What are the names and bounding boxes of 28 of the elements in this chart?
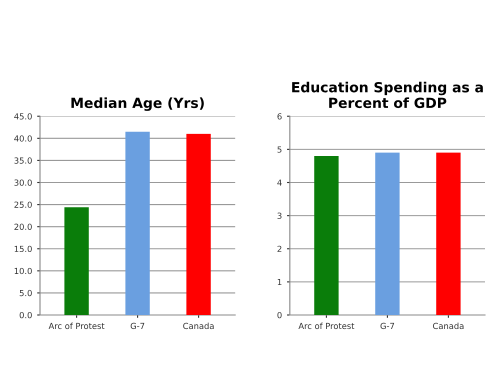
y-tick-label: 6 — [277, 113, 282, 120]
y-tick-label: 3 — [278, 212, 282, 219]
bar — [186, 134, 211, 315]
chart-title: Median Age (Yrs) — [71, 97, 204, 111]
y-tick-label: 35.0 — [14, 157, 32, 164]
y-tick-label: 0 — [277, 312, 282, 318]
x-tick-label: G-7 — [130, 322, 144, 330]
y-tick-label: 5.0 — [20, 290, 32, 296]
x-tick-label: G-7 — [380, 322, 394, 330]
chart-title: Education Spending as a Percent of GDP — [292, 82, 483, 108]
y-tick-label: 20.0 — [14, 224, 32, 230]
y-tick-label: 45.0 — [14, 113, 32, 120]
y-tick-label: 15.0 — [14, 246, 32, 252]
x-tick-label: Canada — [183, 322, 214, 330]
y-tick-label: 4 — [277, 180, 282, 186]
x-tick-label: Arc of Protest — [298, 322, 354, 330]
x-tick-label: Canada — [433, 322, 464, 330]
y-tick-label: 40.0 — [14, 135, 32, 142]
y-tick-label: 2 — [277, 246, 282, 252]
y-tick-label: 10.0 — [14, 268, 32, 274]
y-tick-label: 1 — [278, 278, 282, 286]
x-tick-label: Arc of Protest — [48, 322, 104, 330]
y-tick-label: 25.0 — [14, 202, 32, 208]
bar — [125, 132, 150, 315]
y-tick-label: 0.0 — [20, 312, 32, 318]
y-tick-label: 30.0 — [14, 179, 32, 186]
y-tick-label: 5 — [278, 146, 282, 153]
bar — [64, 207, 89, 315]
